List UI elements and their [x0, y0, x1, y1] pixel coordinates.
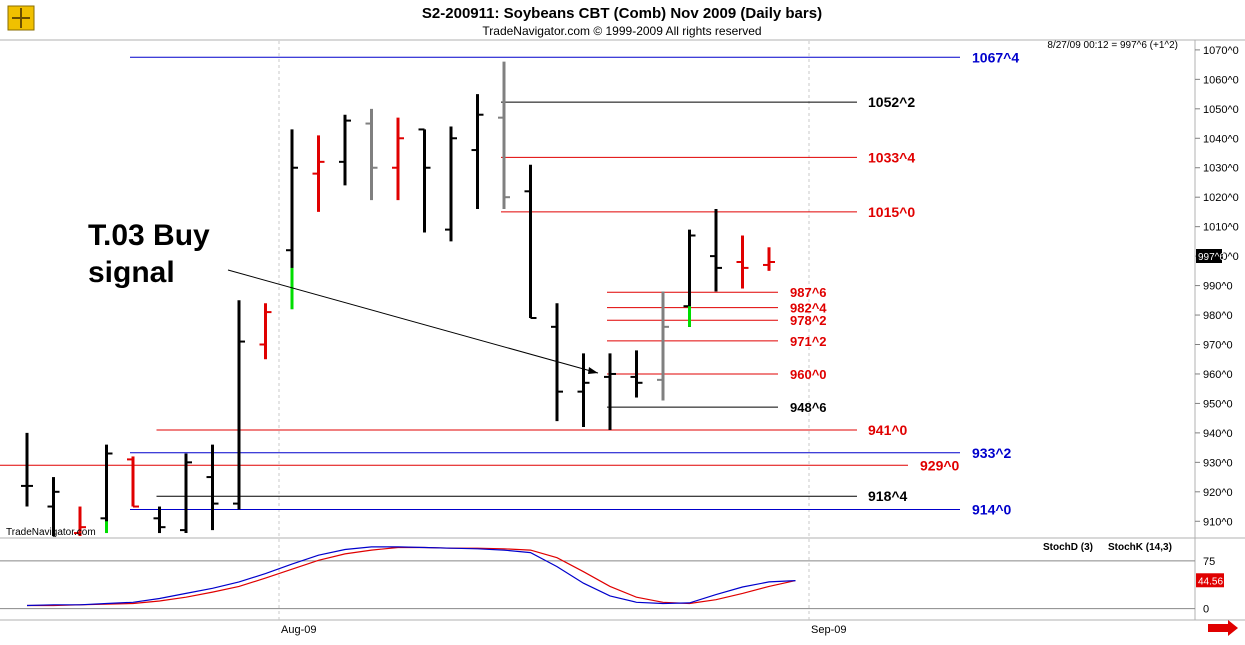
price-tick-label: 990^0	[1203, 281, 1233, 293]
stoch-value-tag: 44.56	[1198, 576, 1223, 587]
price-tick-label: 970^0	[1203, 340, 1233, 352]
price-bar	[763, 247, 775, 271]
price-bar	[365, 108, 378, 201]
price-tick-label: 1010^0	[1203, 222, 1239, 234]
stoch-legend-entry: StochK (14,3)	[1108, 542, 1172, 553]
stoch-tick-label: 0	[1203, 604, 1209, 616]
price-bar	[551, 303, 563, 422]
price-tick-label: 950^0	[1203, 398, 1233, 410]
price-bars	[21, 61, 775, 536]
stoch-value-box	[1196, 573, 1224, 588]
chart-title: S2-200911: Soybeans CBT (Comb) Nov 2009 …	[422, 5, 822, 22]
level-label: 971^2	[790, 334, 827, 349]
price-bar	[74, 506, 86, 536]
price-bar	[339, 114, 351, 186]
level-label: 982^4	[790, 301, 827, 316]
price-bar	[153, 506, 166, 534]
level-label: 978^2	[790, 313, 827, 328]
price-bar	[498, 61, 510, 209]
annotation-arrow	[227, 269, 599, 374]
level-label: 1067^4	[972, 49, 1019, 65]
scroll-right-icon[interactable]	[1208, 620, 1238, 636]
stoch-legend-entry: StochD (3)	[1043, 542, 1093, 553]
stoch-tick-label: 75	[1203, 556, 1215, 568]
price-tick-label: 1030^0	[1203, 163, 1239, 175]
price-bar	[577, 353, 590, 427]
price-bar	[233, 300, 245, 510]
price-tick-label: 1040^0	[1203, 133, 1239, 145]
level-label: 960^0	[790, 367, 827, 382]
price-tick-label: 1070^0	[1203, 45, 1239, 57]
price-tick-label: 920^0	[1203, 487, 1233, 499]
level-label: 941^0	[868, 422, 908, 438]
price-tick-label: 1020^0	[1203, 192, 1239, 204]
arrow-head-icon	[588, 367, 598, 374]
price-bar	[630, 350, 643, 398]
price-bar	[127, 456, 139, 508]
price-bar	[180, 453, 192, 534]
price-bar	[524, 164, 537, 319]
price-bar	[604, 353, 616, 430]
annotation-line1: T.03 Buy	[88, 219, 210, 252]
timestamp-readout: 8/27/09 00:12 = 997^6 (+1^2)	[1047, 40, 1178, 51]
level-label: 933^2	[972, 445, 1012, 461]
level-label: 929^0	[920, 457, 960, 473]
copyright-text: TradeNavigator.com © 1999-2009 All right…	[482, 24, 761, 38]
price-bar	[657, 291, 669, 401]
grid	[278, 41, 810, 620]
level-label: 948^6	[790, 400, 827, 415]
stochastic-panel: 0 75 StochD (3) StochK (14,3) 44.56	[0, 542, 1224, 616]
price-bar	[100, 444, 113, 528]
price-bar	[710, 208, 722, 292]
price-tick-label: 930^0	[1203, 457, 1233, 469]
price-bar	[445, 126, 457, 242]
annotation-line2: signal	[88, 256, 175, 289]
logo-icon	[7, 5, 35, 31]
level-label: 918^4	[868, 488, 908, 504]
last-price-tag: 997^6	[1198, 252, 1225, 263]
price-bar	[392, 117, 404, 201]
price-bar	[736, 235, 749, 289]
level-label: 1033^4	[868, 149, 915, 165]
date-axis: Aug-09 Sep-09	[281, 624, 846, 636]
stoch-series-line	[27, 546, 796, 607]
level-label: 1015^0	[868, 204, 915, 220]
level-label: 987^6	[790, 285, 827, 300]
price-bar	[47, 477, 60, 536]
date-tick-label: Aug-09	[281, 624, 316, 636]
price-bar	[259, 303, 272, 360]
price-axis: 910^0 920^0 930^0 940^0 950^0 960^0 970^0 980^0…	[1195, 45, 1239, 528]
price-bar	[312, 135, 325, 212]
price-bar	[206, 444, 219, 531]
watermark-text: TradeNavigator.com	[6, 527, 96, 538]
price-tick-label: 940^0	[1203, 428, 1233, 440]
price-tick-label: 960^0	[1203, 369, 1233, 381]
price-bar	[471, 94, 484, 209]
price-tick-label: 1060^0	[1203, 74, 1239, 86]
price-bar	[418, 128, 431, 233]
date-tick-label: Sep-09	[811, 624, 846, 636]
frame-top	[0, 0, 1245, 40]
level-label: 1052^2	[868, 94, 915, 110]
last-price-tag-box	[1196, 249, 1222, 263]
price-bar	[21, 432, 33, 507]
level-label: 914^0	[972, 501, 1012, 517]
price-tick-label: 910^0	[1203, 516, 1233, 528]
price-tick-label: 980^0	[1203, 310, 1233, 322]
stoch-series-line	[26, 546, 796, 607]
price-tick-label: 1050^0	[1203, 104, 1239, 116]
